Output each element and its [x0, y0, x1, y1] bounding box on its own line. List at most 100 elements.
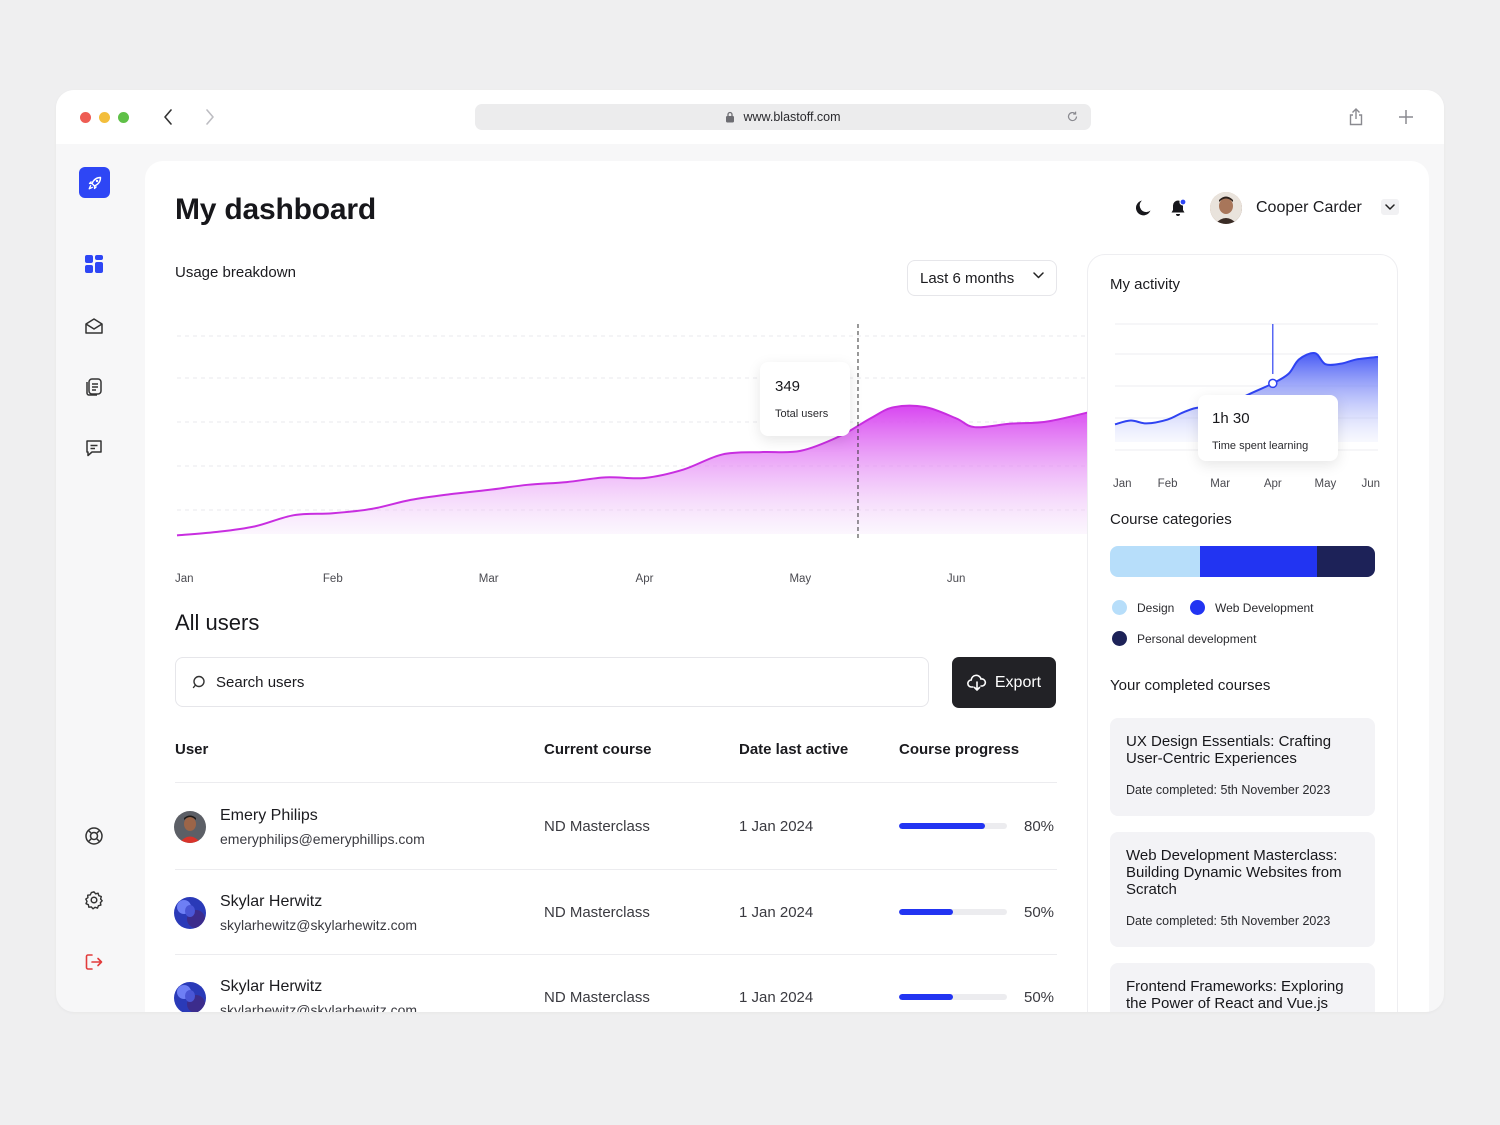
legend-personal-development: Personal development	[1112, 631, 1256, 646]
document-icon	[86, 378, 102, 396]
user-row-course: ND Masterclass	[544, 818, 650, 835]
user-row-name[interactable]: Emery Philips	[220, 807, 318, 824]
activity-tooltip: 1h 30 Time spent learning	[1198, 395, 1338, 461]
minimize-window-button[interactable]	[99, 112, 110, 123]
progress-fill	[899, 823, 986, 829]
course-categories-bar	[1110, 546, 1375, 577]
chevron-down-icon	[1033, 272, 1044, 279]
legend-label: Design	[1137, 600, 1175, 615]
search-icon	[192, 675, 206, 689]
new-tab-icon[interactable]	[1396, 106, 1416, 128]
progress-fill	[899, 994, 953, 1000]
x-tick-label: Apr	[1264, 478, 1282, 490]
notification-bell-icon[interactable]	[1166, 196, 1190, 220]
usage-tooltip-label: Total users	[775, 408, 829, 420]
x-tick-label: Jun	[947, 573, 966, 585]
column-header-user[interactable]: User	[175, 741, 209, 758]
export-label: Export	[994, 673, 1042, 691]
x-tick-label: Apr	[636, 573, 654, 585]
user-row-course: ND Masterclass	[544, 989, 650, 1006]
forward-icon[interactable]	[200, 106, 220, 128]
user-row-progress-label: 50%	[1024, 904, 1055, 921]
x-tick-label: Feb	[1158, 478, 1178, 490]
completed-courses-label: Your completed courses	[1110, 677, 1271, 694]
avatar	[174, 811, 206, 843]
user-row-email: emeryphilips@emeryphillips.com	[220, 831, 425, 847]
column-header-progress[interactable]: Course progress	[899, 741, 1020, 758]
legend-dot	[1112, 631, 1127, 646]
maximize-window-button[interactable]	[118, 112, 129, 123]
usage-chart: JanFebMarAprMayJunJul	[175, 324, 1114, 585]
course-title: UX Design Essentials: Crafting User-Cent…	[1126, 733, 1332, 767]
reload-icon[interactable]	[1066, 110, 1079, 123]
address-bar[interactable]: www.blastoff.com	[475, 104, 1091, 130]
x-tick-label: Mar	[479, 573, 499, 585]
progress-fill	[899, 909, 953, 915]
sidebar-item-inbox[interactable]	[78, 310, 110, 342]
completed-course-card[interactable]: UX Design Essentials: Crafting User-Cent…	[1110, 718, 1375, 816]
course-title: Frontend Frameworks: Exploring the Power…	[1126, 978, 1344, 1012]
sidebar-item-dashboard[interactable]	[78, 248, 110, 280]
row-divider	[175, 869, 1057, 870]
user-row-progress-label: 80%	[1024, 818, 1055, 835]
x-tick-label: Jan	[175, 573, 194, 585]
completed-course-card[interactable]: Web Development Masterclass: Building Dy…	[1110, 832, 1375, 947]
sidebar-item-support[interactable]	[78, 820, 110, 852]
usage-tooltip: 349 Total users	[760, 362, 850, 436]
lock-icon	[725, 111, 735, 123]
my-activity-label: My activity	[1110, 276, 1181, 293]
x-tick-label: Jan	[1113, 478, 1132, 490]
sidebar-item-documents[interactable]	[78, 371, 110, 403]
progress-bar	[899, 823, 1007, 829]
x-tick-label: Mar	[1210, 478, 1230, 490]
legend-dot	[1112, 600, 1127, 615]
user-row-email: skylarhewitz@skylarhewitz.com	[220, 917, 418, 933]
page-title: My dashboard	[175, 193, 376, 226]
progress-bar	[899, 909, 1007, 915]
activity-tooltip-value: 1h 30	[1212, 410, 1250, 427]
user-name[interactable]: Cooper Carder	[1256, 199, 1362, 216]
back-icon[interactable]	[158, 106, 178, 128]
export-button[interactable]: Export	[952, 657, 1056, 708]
course-date: Date completed: 5th November 2023	[1126, 783, 1331, 797]
close-window-button[interactable]	[80, 112, 91, 123]
logout-icon	[85, 954, 103, 970]
user-row-progress-label: 50%	[1024, 989, 1055, 1006]
mail-open-icon	[85, 318, 103, 334]
user-row-name[interactable]: Skylar Herwitz	[220, 978, 323, 995]
x-tick-label: Feb	[323, 573, 343, 585]
sidebar-item-settings[interactable]	[78, 884, 110, 916]
user-menu-chevron-icon[interactable]	[1381, 199, 1399, 215]
user-row-date: 1 Jan 2024	[739, 904, 814, 921]
usage-area	[177, 405, 1112, 536]
range-select[interactable]: Last 6 months	[907, 260, 1057, 296]
sidebar-item-logout[interactable]	[78, 946, 110, 978]
category-segment	[1316, 546, 1375, 577]
legend-web-development: Web Development	[1190, 600, 1314, 615]
user-row-date: 1 Jan 2024	[739, 989, 814, 1006]
course-categories-label: Course categories	[1110, 511, 1232, 528]
user-row-name[interactable]: Skylar Herwitz	[220, 893, 323, 910]
lifebuoy-icon	[85, 827, 103, 845]
x-tick-label: Jun	[1361, 478, 1380, 490]
gear-icon	[85, 891, 103, 910]
user-row-email: skylarhewitz@skylarhewitz.com	[220, 1002, 418, 1012]
column-header-date[interactable]: Date last active	[739, 741, 849, 758]
search-input[interactable]: Search users	[175, 657, 929, 707]
sidebar-item-messages[interactable]	[78, 432, 110, 464]
completed-course-card[interactable]: Frontend Frameworks: Exploring the Power…	[1110, 963, 1375, 1012]
usage-breakdown-label: Usage breakdown	[175, 264, 296, 281]
share-icon[interactable]	[1346, 106, 1366, 128]
search-placeholder: Search users	[216, 673, 305, 691]
column-header-course[interactable]: Current course	[544, 741, 652, 758]
dark-mode-icon[interactable]	[1132, 196, 1156, 220]
browser-window: www.blastoff.com My dashboard	[56, 90, 1444, 1012]
activity-line	[1114, 351, 1379, 426]
x-tick-label: May	[789, 573, 811, 585]
range-select-value: Last 6 months	[920, 269, 1015, 287]
user-row-course: ND Masterclass	[544, 904, 650, 921]
course-title: Web Development Masterclass: Building Dy…	[1126, 847, 1342, 898]
user-avatar[interactable]	[1210, 192, 1242, 224]
app-logo[interactable]	[79, 167, 110, 198]
x-tick-label: May	[1315, 478, 1337, 490]
